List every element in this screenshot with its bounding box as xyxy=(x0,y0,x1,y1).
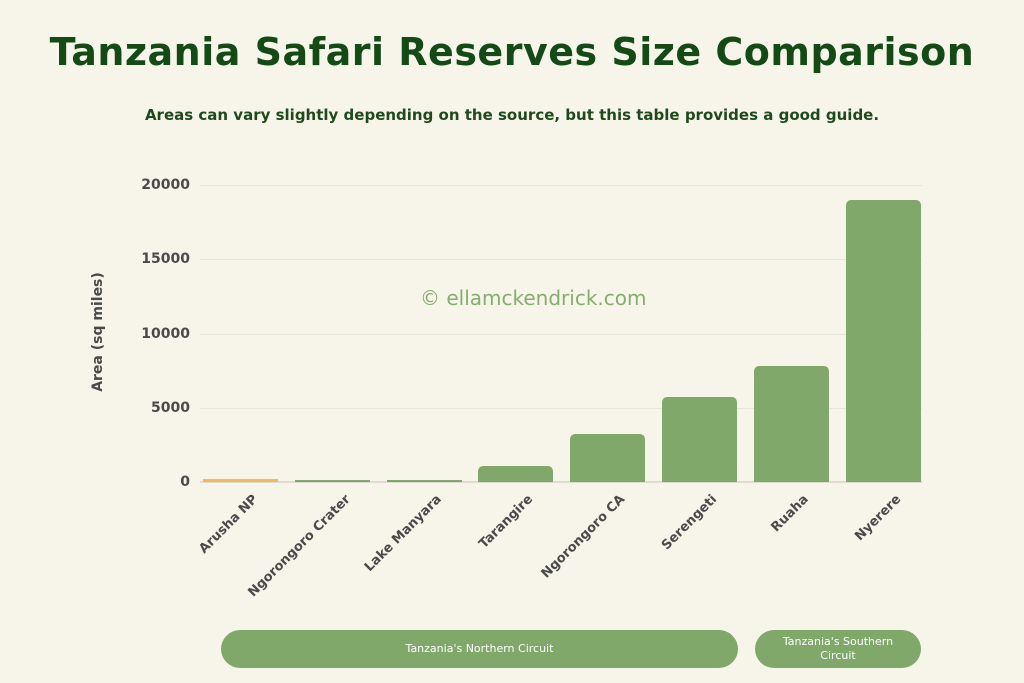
y-tick-label: 5000 xyxy=(151,400,190,416)
x-tick-label: Nyerere xyxy=(852,492,905,545)
chart-title: Tanzania Safari Reserves Size Comparison xyxy=(49,30,975,74)
gridline xyxy=(200,259,922,260)
bar-lake-manyara xyxy=(387,480,462,482)
x-tick-label: Tarangire xyxy=(476,492,537,552)
y-tick-label: 20000 xyxy=(141,177,190,193)
gridline xyxy=(200,185,922,186)
x-tick-label: Ruaha xyxy=(768,492,813,536)
bar-arusha-np xyxy=(203,479,278,482)
bar-ngorongoro-crater xyxy=(295,480,370,482)
x-tick-label: Ngorongoro Crater xyxy=(244,492,354,601)
watermark: © ellamckendrick.com xyxy=(420,286,647,310)
x-tick-label: Serengeti xyxy=(658,492,721,554)
bar-serengeti xyxy=(662,397,737,482)
y-tick-label: 10000 xyxy=(141,326,190,342)
northern-circuit-label: Tanzania's Northern Circuit xyxy=(405,642,554,655)
bar-ruaha xyxy=(754,366,829,482)
x-axis-baseline xyxy=(200,481,922,483)
y-tick-label: 15000 xyxy=(141,251,190,267)
chart-subtitle: Areas can vary slightly depending on the… xyxy=(144,106,880,124)
gridline xyxy=(200,334,922,335)
x-tick-label: Lake Manyara xyxy=(362,492,446,575)
bar-tarangire xyxy=(478,466,553,482)
southern-circuit-label: Tanzania's Southern Circuit xyxy=(782,635,894,662)
bar-nyerere xyxy=(846,200,921,482)
y-axis-label: Area (sq miles) xyxy=(90,272,106,392)
x-tick-label: Arusha NP xyxy=(196,492,262,557)
northern-circuit-group: Tanzania's Northern Circuit xyxy=(221,630,738,668)
y-tick-label: 0 xyxy=(180,474,190,490)
x-tick-label: Ngorongoro CA xyxy=(538,492,629,582)
gridline xyxy=(200,408,922,409)
bar-ngorongoro-ca xyxy=(570,434,645,482)
southern-circuit-group: Tanzania's Southern Circuit xyxy=(755,630,921,668)
